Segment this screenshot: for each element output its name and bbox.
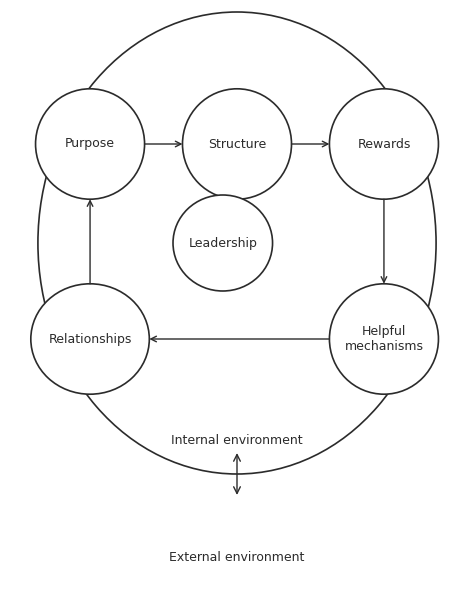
Text: Purpose: Purpose [65, 137, 115, 151]
Ellipse shape [173, 195, 273, 291]
Text: Structure: Structure [208, 137, 266, 151]
Ellipse shape [329, 284, 438, 394]
Text: Leadership: Leadership [188, 236, 257, 250]
Ellipse shape [182, 89, 292, 199]
Text: Rewards: Rewards [357, 137, 410, 151]
Text: External environment: External environment [169, 551, 305, 564]
Ellipse shape [31, 284, 149, 394]
Text: Relationships: Relationships [48, 332, 132, 346]
Ellipse shape [36, 89, 145, 199]
Text: Helpful
mechanisms: Helpful mechanisms [345, 325, 423, 353]
Ellipse shape [329, 89, 438, 199]
Text: Internal environment: Internal environment [171, 434, 303, 447]
